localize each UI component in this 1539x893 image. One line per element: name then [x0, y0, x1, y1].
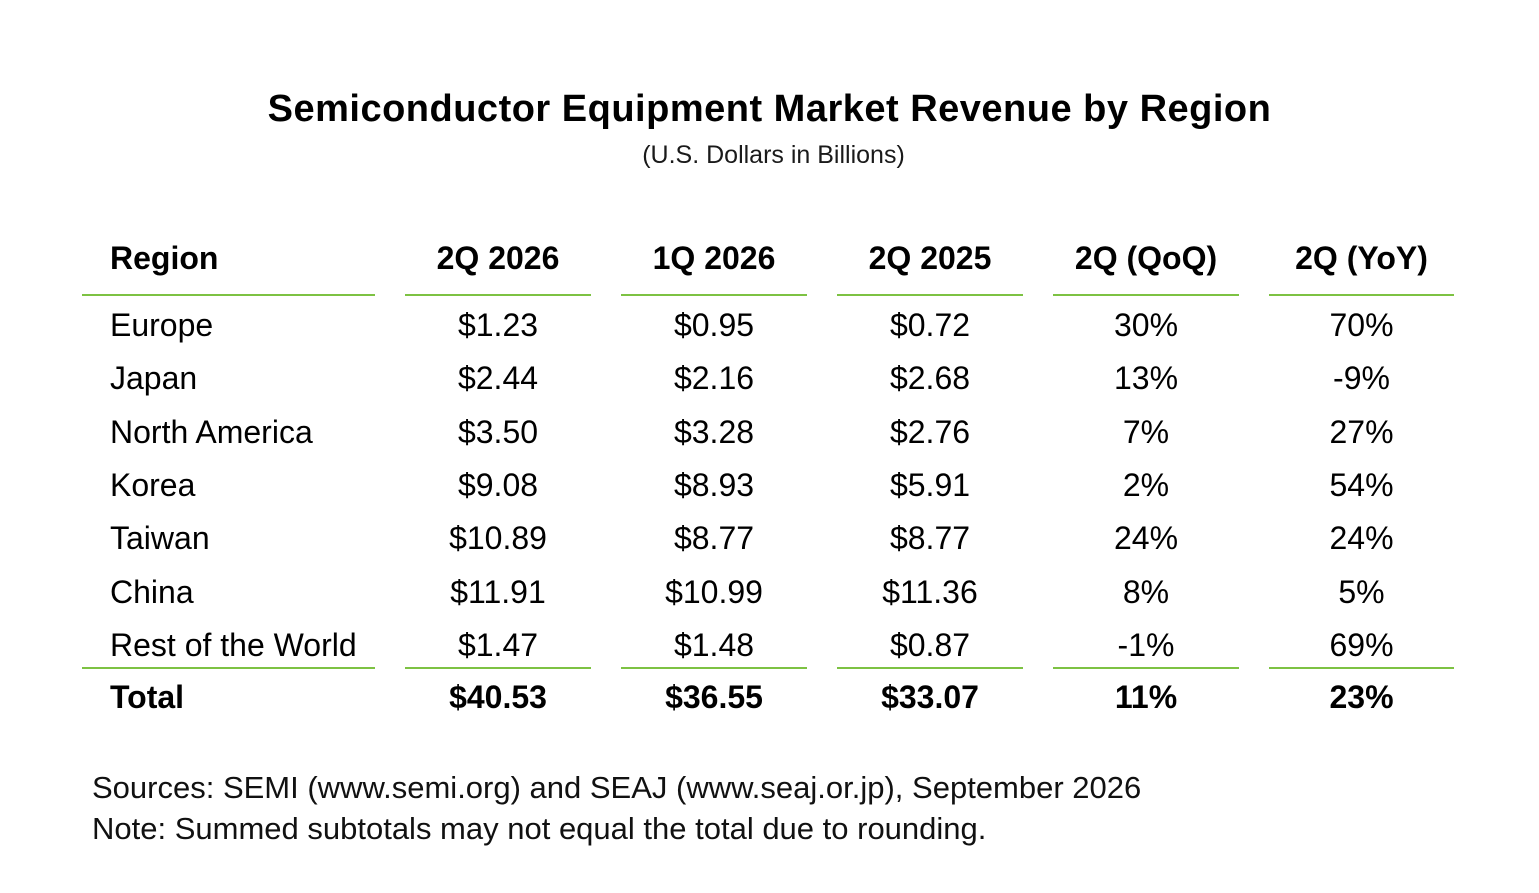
table-cell: $3.28 — [673, 414, 755, 450]
table-cell: $11.91 — [450, 574, 546, 610]
table-cell: 7% — [1122, 414, 1170, 450]
total-cell: $40.53 — [449, 679, 547, 715]
total-label: Total — [110, 679, 185, 715]
total-divider — [621, 667, 807, 669]
total-divider — [837, 667, 1023, 669]
region-label: Taiwan — [110, 520, 210, 556]
table-cell: 70% — [1329, 307, 1394, 343]
table-cell: $1.47 — [457, 627, 539, 663]
table-cell: 30% — [1113, 307, 1179, 343]
table-cell: $0.72 — [889, 307, 971, 343]
total-cell: $36.55 — [665, 679, 763, 715]
table-cell: $0.95 — [673, 307, 755, 343]
table-cell: 69% — [1329, 627, 1394, 663]
table-cell: $10.89 — [449, 520, 547, 556]
column-header: 2Q 2025 — [868, 240, 992, 276]
region-label: North America — [110, 414, 313, 450]
table-cell: $2.76 — [889, 414, 971, 450]
total-divider — [82, 667, 375, 669]
table-cell: $8.93 — [673, 467, 755, 503]
table-cell: -1% — [1117, 627, 1175, 663]
table-cell: $10.99 — [665, 574, 763, 610]
table-cell: -9% — [1333, 360, 1390, 396]
table-cell: 13% — [1113, 360, 1179, 396]
table-cell: 5% — [1338, 574, 1385, 610]
table-cell: 24% — [1113, 520, 1179, 556]
total-cell: 23% — [1329, 679, 1394, 715]
total-divider — [1269, 667, 1454, 669]
rounding-note: Note: Summed subtotals may not equal the… — [92, 811, 987, 846]
table-cell: 2% — [1122, 467, 1170, 503]
header-divider — [837, 294, 1023, 296]
table-cell: 54% — [1329, 467, 1394, 503]
column-header: 2Q (QoQ) — [1074, 240, 1218, 276]
column-header: 2Q (YoY) — [1295, 240, 1428, 276]
table-cell: $3.50 — [457, 414, 539, 450]
header-divider — [1269, 294, 1454, 296]
total-divider — [1053, 667, 1239, 669]
table-cell: $8.77 — [889, 520, 971, 556]
table-cell: $9.08 — [457, 467, 539, 503]
region-label: Europe — [110, 307, 214, 343]
chart-title: Semiconductor Equipment Market Revenue b… — [267, 88, 1272, 130]
table-cell: 8% — [1122, 574, 1170, 610]
region-label: Rest of the World — [110, 627, 357, 663]
total-divider — [405, 667, 591, 669]
total-cell: 11% — [1114, 679, 1178, 715]
table-cell: $11.36 — [882, 574, 978, 610]
header-divider — [405, 294, 591, 296]
table-cell: $5.91 — [889, 467, 971, 503]
table-cell: 24% — [1329, 520, 1394, 556]
header-divider — [82, 294, 375, 296]
column-header: 2Q 2026 — [436, 240, 560, 276]
table-cell: $0.87 — [889, 627, 971, 663]
table-cell: $2.16 — [673, 360, 755, 396]
chart-subtitle: (U.S. Dollars in Billions) — [642, 141, 905, 169]
column-header: Region — [110, 240, 219, 276]
region-label: Japan — [110, 360, 198, 396]
table-cell: $2.68 — [889, 360, 971, 396]
total-cell: $33.07 — [881, 679, 979, 715]
header-divider — [621, 294, 807, 296]
table-cell: $8.77 — [673, 520, 755, 556]
sources-note: Sources: SEMI (www.semi.org) and SEAJ (w… — [92, 770, 1142, 805]
table-cell: $1.48 — [673, 627, 755, 663]
table-cell: $1.23 — [457, 307, 539, 343]
region-label: Korea — [110, 467, 196, 503]
table-cell: $2.44 — [457, 360, 539, 396]
column-header: 1Q 2026 — [652, 240, 776, 276]
table-cell: 27% — [1329, 414, 1394, 450]
region-label: China — [110, 574, 194, 610]
header-divider — [1053, 294, 1239, 296]
